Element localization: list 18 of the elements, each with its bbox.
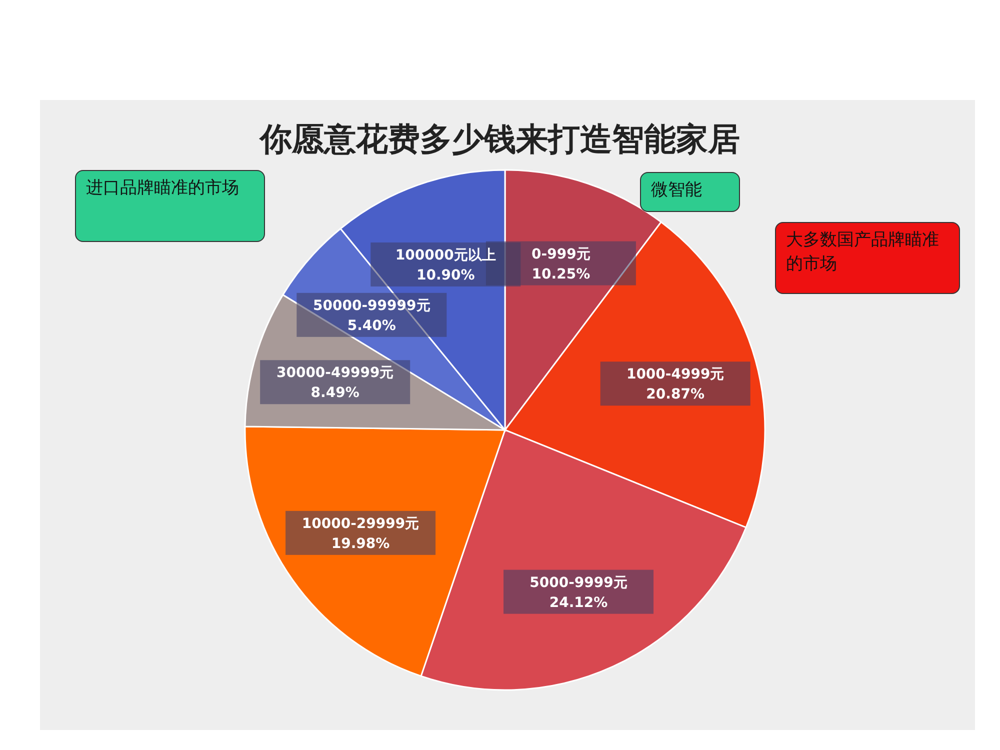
text: 微智能	[640, 172, 740, 212]
chart-title: 你愿意花费多少钱来打造智能家居	[258, 120, 740, 158]
data-label: 8.49%	[310, 385, 360, 402]
slice-label: 1000-4999元	[626, 366, 724, 383]
data-label: 5.40%	[347, 318, 396, 334]
data-label: 10.25%	[532, 266, 590, 282]
slice-label: 10000-29999元	[302, 516, 420, 532]
slice-label: 5000-9999元	[530, 574, 628, 591]
slice-label: 30000-49999元	[276, 365, 394, 382]
data-label: 19.98%	[331, 536, 390, 552]
slice-label: 100000元以上	[395, 247, 496, 264]
data-label: 24.12%	[549, 594, 608, 611]
slice-label: 50000-99999元	[313, 298, 430, 314]
slice-label: 0-999元	[532, 246, 590, 262]
data-label: 20.87%	[646, 386, 704, 403]
text: 进口品牌瞄准的市场	[75, 170, 265, 242]
data-label: 10.90%	[416, 267, 475, 284]
text: 大多数国产品牌瞄准的市场	[775, 222, 960, 294]
